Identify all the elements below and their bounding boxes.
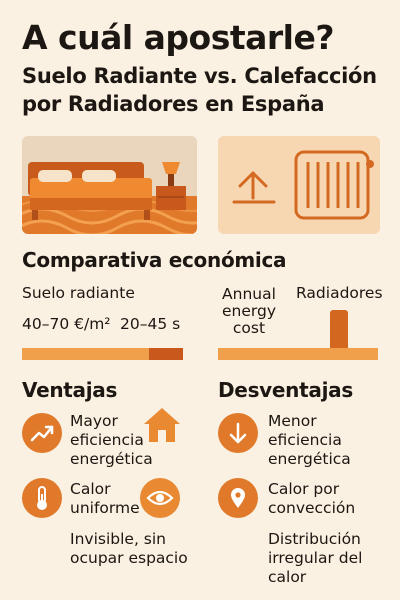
location-pin-icon (218, 478, 258, 518)
radiator-icon (232, 150, 374, 220)
thermometer-icon (22, 478, 62, 518)
ventaja-eficiencia: Mayor eficiencia energética (70, 412, 153, 469)
bedroom-floor-heating-icon (22, 136, 197, 234)
desventajas-heading: Desventajas (218, 378, 353, 402)
eye-icon (140, 478, 180, 518)
desventaja-1-line-1: Menor (268, 412, 317, 430)
radiators-label: Radiadores (296, 284, 383, 302)
page-subtitle: Suelo Radiante vs. Calefacción por Radia… (22, 62, 392, 118)
floor-heating-cost: 40–70 €/m² (22, 315, 111, 333)
ventaja-3-line-2: ocupar espacio (70, 549, 188, 567)
desventaja-2-line-1: Calor por (268, 480, 340, 498)
ventaja-3-line-1: Invisible, sin (70, 530, 166, 548)
page-title: A cuál apostarle? (22, 18, 335, 57)
radiator-illustration (218, 136, 380, 234)
house-icon (142, 404, 182, 444)
ventajas-heading: Ventajas (22, 378, 118, 402)
ventaja-1-line-3: energética (70, 450, 153, 468)
annual-line-3: cost (232, 319, 266, 337)
desventaja-3-line-3: calor (268, 568, 307, 586)
floor-heating-time: 20–45 s (120, 315, 181, 333)
floor-heating-label: Suelo radiante (22, 284, 135, 302)
ventaja-invisible: Invisible, sin ocupar espacio (70, 530, 188, 568)
desventaja-3-line-1: Distribución (268, 530, 361, 548)
desventaja-distribucion: Distribución irregular del calor (268, 530, 362, 587)
floor-heating-bar-accent (149, 348, 183, 360)
annual-line-2: energy (222, 302, 277, 320)
floor-heating-bar (22, 348, 149, 360)
annual-energy-cost-label: Annual energy cost (222, 286, 276, 337)
annual-line-1: Annual (222, 285, 276, 303)
desventaja-1-line-2: eficiencia (268, 431, 342, 449)
desventaja-eficiencia: Menor eficiencia energética (268, 412, 351, 469)
arrow-down-icon (218, 413, 258, 453)
radiators-bar (218, 348, 378, 360)
ventaja-calor-uniforme: Calor uniforme (70, 480, 140, 518)
trend-up-icon (22, 413, 62, 453)
radiators-cost-bar (330, 310, 348, 358)
floor-heating-illustration (22, 136, 197, 234)
desventaja-conveccion: Calor por convección (268, 480, 355, 518)
ventaja-1-line-2: eficiencia (70, 431, 144, 449)
subtitle-line-2: por Radiadores en España (22, 92, 325, 116)
desventaja-2-line-2: convección (268, 499, 356, 517)
ventaja-1-line-1: Mayor (70, 412, 118, 430)
desventaja-3-line-2: irregular del (268, 549, 363, 567)
comparison-heading: Comparativa económica (22, 248, 287, 272)
ventaja-2-line-1: Calor (70, 480, 111, 498)
desventaja-1-line-3: energética (268, 450, 351, 468)
ventaja-2-line-2: uniforme (70, 499, 140, 517)
subtitle-line-1: Suelo Radiante vs. Calefacción (22, 64, 377, 88)
